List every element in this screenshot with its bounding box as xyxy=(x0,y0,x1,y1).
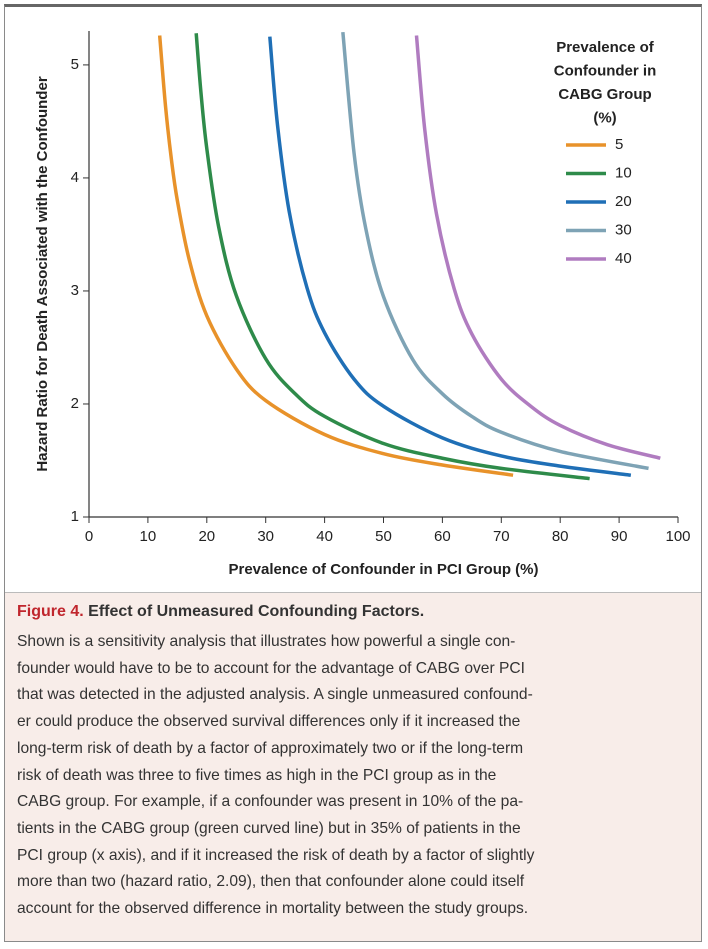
x-tick-label: 50 xyxy=(375,528,392,545)
figure-frame: 1 2 3 4 5 0 10 20 30 40 50 60 70 80 90 100 Prevalence of… xyxy=(4,4,702,942)
x-tick-label: 40 xyxy=(316,528,333,545)
series-line xyxy=(341,31,649,471)
y-tick-label: 5 xyxy=(71,56,79,73)
y-tick-label: 4 xyxy=(71,169,79,186)
x-tick-label: 100 xyxy=(665,528,690,545)
x-tick-label: 30 xyxy=(257,528,274,545)
caption-title: Effect of Unmeasured Confounding Factors… xyxy=(88,603,425,620)
x-tick-label: 60 xyxy=(434,528,451,545)
x-tick-label: 10 xyxy=(140,528,157,545)
x-tick-label: 20 xyxy=(198,528,215,545)
legend-label: 20 xyxy=(615,193,632,210)
caption-line: CABG group. For example, if a confounder… xyxy=(17,793,524,811)
series-line xyxy=(157,35,514,477)
caption-line: tients in the CABG group (green curved l… xyxy=(17,819,521,837)
caption-line: long-term risk of death by a factor of a… xyxy=(17,739,524,757)
caption-line: risk of death was three to five times as… xyxy=(17,766,497,784)
legend-label: 10 xyxy=(615,164,632,181)
y-tick-label: 2 xyxy=(71,395,79,412)
legend-title: (%) xyxy=(593,109,616,126)
y-axis-label: Hazard Ratio for Death Associated with t… xyxy=(34,76,51,471)
caption-line: er could produce the observed survival d… xyxy=(17,713,521,731)
caption-label: Figure 4. xyxy=(17,603,84,620)
caption-line: Shown is a sensitivity analysis that ill… xyxy=(17,633,516,650)
legend-title: Prevalence of xyxy=(556,39,655,56)
y-tick-label: 1 xyxy=(71,508,79,525)
caption-line: more than two (hazard ratio, 2.09), then… xyxy=(17,873,525,891)
caption-head: Figure 4. Effect of Unmeasured Confoundi… xyxy=(17,603,689,621)
x-axis-label: Prevalence of Confounder in PCI Group (%… xyxy=(228,561,538,578)
x-tick-label: 0 xyxy=(85,528,93,545)
caption-line: founder would have to be to account for … xyxy=(17,659,525,677)
series-line xyxy=(414,35,661,460)
y-tick-label: 3 xyxy=(71,282,79,299)
caption: Figure 4. Effect of Unmeasured Confoundi… xyxy=(5,592,701,941)
x-tick-label: 70 xyxy=(493,528,510,545)
x-tick-label: 90 xyxy=(611,528,628,545)
legend-label: 40 xyxy=(615,250,632,267)
caption-line: account for the observed difference in m… xyxy=(17,900,529,918)
x-tick-label: 80 xyxy=(552,528,569,545)
caption-line: that was detected in the adjusted analys… xyxy=(17,686,533,704)
legend-label: 30 xyxy=(615,221,632,238)
legend-label: 5 xyxy=(615,136,623,153)
legend-title: Confounder in xyxy=(554,62,656,79)
series-line xyxy=(194,33,590,481)
caption-line: PCI group (x axis), and if it increased … xyxy=(17,846,535,864)
series-line xyxy=(268,36,632,477)
legend-title: CABG Group xyxy=(558,86,651,103)
caption-body: Shown is a sensitivity analysis that ill… xyxy=(17,629,689,923)
